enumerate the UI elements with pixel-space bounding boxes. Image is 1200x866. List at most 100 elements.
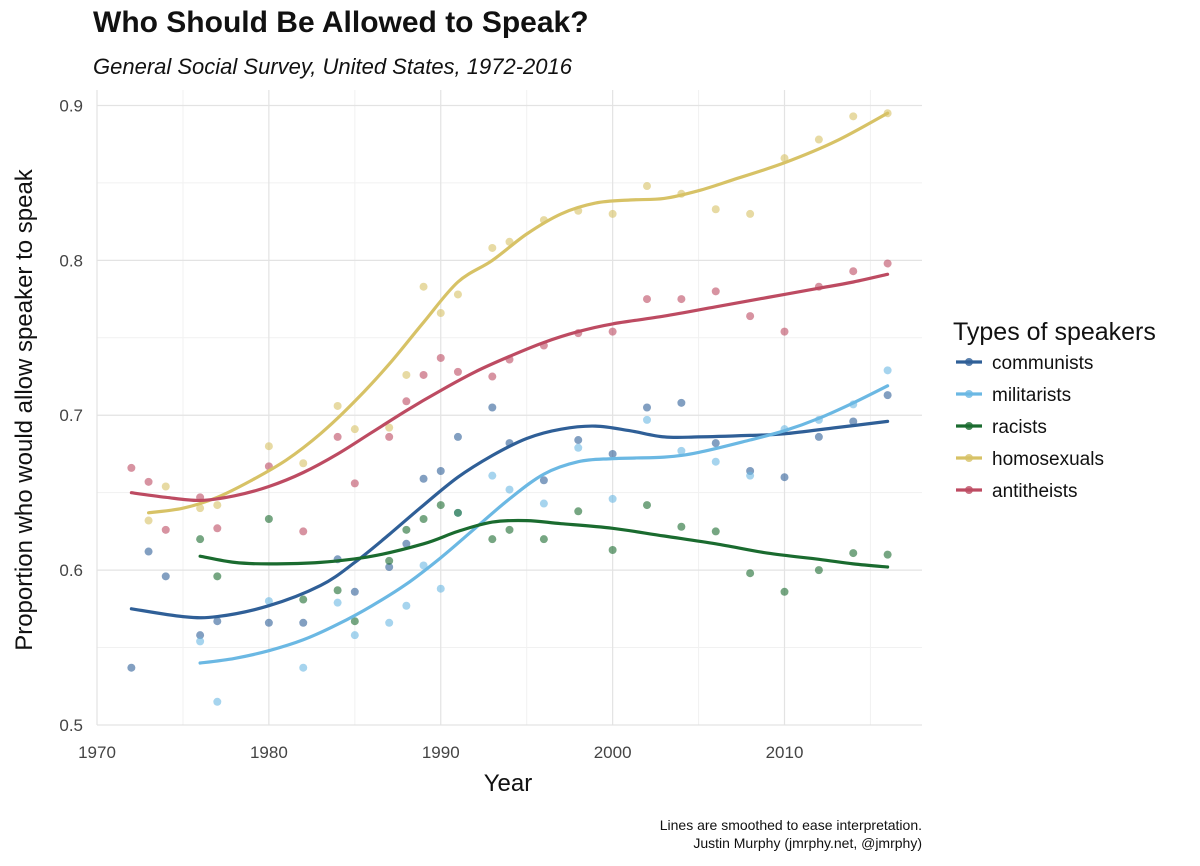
series-racists (196, 501, 892, 626)
data-point-communists (196, 631, 205, 640)
smooth-line-militarists (198, 384, 890, 665)
legend: Types of speakers communists militarists r… (953, 318, 1156, 502)
data-point-militarists (677, 446, 686, 455)
data-point-antitheists (711, 287, 720, 296)
legend-key-point (965, 390, 973, 398)
data-point-antitheists (780, 327, 789, 336)
data-point-antitheists (643, 295, 651, 304)
data-point-antitheists (144, 477, 153, 486)
data-series (127, 109, 892, 706)
data-point-antitheists (746, 312, 755, 321)
legend-items: communists militarists racists homosexuals a… (956, 353, 1104, 502)
legend-label-militarists: militarists (992, 385, 1071, 406)
data-point-communists (264, 618, 273, 627)
data-point-communists (127, 663, 136, 672)
data-point-militarists (488, 471, 497, 480)
data-point-racists (746, 569, 755, 578)
data-point-racists (385, 556, 394, 565)
chart-title: Who Should Be Allowed to Speak? (93, 6, 589, 39)
data-point-homosexuals (264, 442, 273, 451)
axis-tick-labels: 1970 1980 1990 2000 2010 0.5 0.6 0.7 0.8 0.9 (59, 96, 803, 762)
data-point-homosexuals (299, 459, 308, 468)
data-point-antitheists (161, 525, 170, 534)
data-point-militarists (385, 618, 394, 627)
data-point-militarists (883, 366, 892, 375)
data-point-racists (814, 566, 823, 575)
data-point-racists (643, 501, 651, 510)
data-point-homosexuals (780, 154, 789, 163)
data-point-homosexuals (350, 425, 359, 434)
data-point-antitheists (299, 527, 308, 536)
data-point-militarists (333, 598, 342, 607)
data-point-homosexuals (488, 243, 497, 252)
y-tick-label: 0.6 (59, 561, 83, 580)
data-point-communists (608, 449, 617, 458)
data-point-racists (711, 527, 720, 536)
data-point-homosexuals (608, 209, 617, 218)
data-point-racists (539, 535, 548, 544)
data-point-homosexuals (643, 182, 651, 191)
data-point-antitheists (453, 367, 462, 376)
smooth-line-homosexuals (147, 111, 890, 515)
grid-lines (96, 90, 922, 726)
data-point-homosexuals (213, 501, 222, 510)
data-point-homosexuals (711, 205, 720, 214)
data-point-communists (299, 618, 308, 627)
data-point-communists (213, 617, 222, 626)
data-point-racists (849, 549, 858, 558)
smooth-line-racists (198, 518, 890, 569)
data-point-communists (488, 403, 497, 412)
caption-line: Lines are smoothed to ease interpretatio… (659, 817, 922, 833)
data-point-antitheists (333, 432, 342, 441)
legend-item-communists: communists (956, 353, 1093, 374)
data-point-antitheists (677, 295, 686, 304)
data-point-communists (419, 474, 428, 483)
y-tick-label: 0.5 (59, 716, 83, 735)
data-point-antitheists (385, 432, 394, 441)
data-point-antitheists (883, 259, 892, 268)
data-point-communists (849, 417, 858, 426)
legend-key-point (965, 358, 973, 366)
data-point-communists (539, 476, 548, 485)
data-point-militarists (539, 499, 548, 508)
data-point-homosexuals (419, 282, 428, 291)
data-point-communists (144, 547, 153, 556)
data-point-communists (402, 539, 411, 548)
legend-item-antitheists: antitheists (956, 481, 1078, 502)
smooth-line-communists (129, 419, 890, 620)
data-point-communists (436, 467, 445, 475)
data-point-militarists (213, 697, 222, 706)
y-tick-label: 0.7 (59, 406, 83, 425)
data-point-communists (883, 391, 892, 400)
y-axis-title: Proportion who would allow speaker to sp… (11, 168, 38, 651)
data-point-racists (402, 525, 411, 534)
data-point-racists (574, 507, 583, 516)
data-point-racists (196, 535, 205, 544)
data-point-racists (677, 522, 686, 531)
legend-label-communists: communists (992, 353, 1093, 374)
data-point-antitheists (419, 370, 428, 379)
y-tick-label: 0.8 (59, 251, 83, 270)
data-point-antitheists (350, 479, 359, 488)
data-point-militarists (574, 443, 583, 452)
legend-key-point (965, 422, 973, 430)
data-point-racists (264, 515, 273, 524)
data-point-racists (505, 525, 514, 534)
data-point-militarists (350, 631, 359, 640)
data-point-communists (780, 473, 789, 482)
data-point-homosexuals (161, 482, 170, 491)
data-point-militarists (419, 561, 428, 570)
data-point-racists (608, 545, 617, 554)
legend-key-point (965, 454, 973, 462)
legend-title: Types of speakers (953, 318, 1156, 346)
data-point-racists (488, 535, 497, 544)
data-point-homosexuals (333, 401, 342, 410)
data-point-militarists (746, 471, 755, 480)
data-point-racists (436, 501, 445, 510)
smooth-line-antitheists (129, 272, 890, 503)
data-point-homosexuals (436, 309, 445, 318)
data-point-communists (574, 436, 583, 445)
data-point-militarists (505, 485, 514, 494)
data-point-militarists (608, 494, 617, 503)
